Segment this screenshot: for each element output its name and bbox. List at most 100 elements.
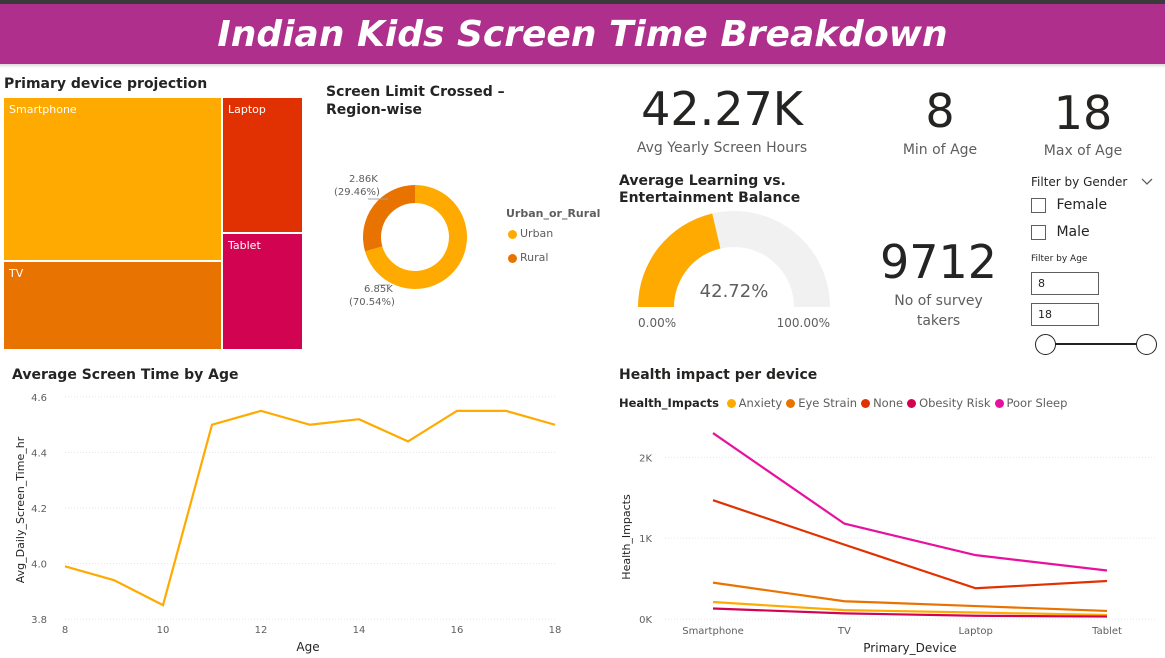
health-legend-item[interactable]: Anxiety (726, 396, 782, 410)
title-banner: Indian Kids Screen Time Breakdown (0, 4, 1165, 64)
health-legend: Health_Impacts Anxiety Eye Strain None Obes… (619, 396, 1067, 410)
donut-chart[interactable]: 2.86K (29.46%) 6.85K (70.54%) (330, 165, 510, 315)
health-x-tick: TV (837, 626, 851, 637)
donut-label-urban-value: 6.85K (364, 284, 393, 295)
kpi-avg-yearly-label: Avg Yearly Screen Hours (636, 140, 808, 156)
gauge-min-label: 0.00% (638, 316, 676, 330)
age-max-input[interactable]: 18 (1031, 303, 1099, 326)
health-legend-item[interactable]: Eye Strain (786, 396, 857, 410)
health-x-axis-label: Primary_Device (863, 641, 956, 655)
health-x-tick: Tablet (1091, 626, 1122, 637)
treemap-tile-tv[interactable]: TV (3, 261, 222, 350)
age-y-tick: 4.2 (31, 504, 47, 515)
donut-title: Screen Limit Crossed – Region-wise (326, 83, 505, 119)
donut-label-rural-value: 2.86K (349, 174, 378, 185)
health-x-tick: Smartphone (682, 626, 744, 637)
age-x-tick: 16 (451, 625, 464, 636)
health-chart-title: Health impact per device (619, 367, 818, 383)
legend-dot-icon (508, 229, 517, 239)
donut-slices[interactable] (363, 185, 467, 289)
health-series-none[interactable] (712, 499, 1108, 590)
legend-label: Eye Strain (798, 396, 858, 410)
treemap-title: Primary device projection (4, 76, 208, 92)
age-series-line[interactable] (64, 409, 556, 607)
health-legend-items: Anxiety Eye Strain None Obesity Risk Poor Sl… (723, 396, 1068, 410)
kpi-min-age-label: Min of Age (902, 142, 978, 158)
checkbox-female[interactable] (1031, 197, 1046, 213)
age-slider-track[interactable] (1045, 343, 1147, 345)
gauge-fill (638, 213, 721, 307)
chevron-down-icon[interactable] (1141, 177, 1153, 187)
age-x-tick: 18 (549, 625, 562, 636)
legend-dot-icon (726, 399, 736, 408)
gauge-max-label: 100.00% (777, 316, 830, 330)
legend-dot-icon (786, 399, 796, 408)
health-x-tick: Laptop (958, 626, 992, 637)
legend-label: None (873, 396, 904, 410)
banner-shadow (0, 64, 1165, 68)
treemap-tile-laptop[interactable]: Laptop (222, 97, 303, 233)
donut-title-line2: Region-wise (326, 102, 423, 118)
health-legend-item[interactable]: Obesity Risk (907, 396, 991, 410)
legend-dot-icon (508, 253, 517, 263)
legend-label: Poor Sleep (1006, 396, 1068, 410)
page-title: Indian Kids Screen Time Breakdown (217, 13, 948, 55)
age-y-tick: 4.6 (31, 393, 47, 404)
treemap-tile-smartphone[interactable]: Smartphone (3, 97, 222, 261)
age-filter-title: Filter by Age (1031, 254, 1088, 264)
health-series-poor-sleep[interactable] (712, 432, 1108, 572)
age-y-tick: 3.8 (31, 615, 47, 626)
checkbox-male[interactable] (1031, 224, 1046, 240)
treemap-label: Smartphone (9, 103, 77, 116)
gauge-value: 42.72% (700, 281, 769, 302)
gender-option-label: Male (1056, 224, 1090, 240)
donut-legend-item-urban[interactable]: Urban (508, 227, 553, 240)
age-y-tick: 4.0 (31, 560, 47, 571)
donut-legend-title: Urban_or_Rural (506, 207, 601, 220)
gender-option-female[interactable]: Female (1031, 197, 1107, 213)
donut-label-urban-pct: (70.54%) (349, 297, 395, 308)
health-y-tick: 0K (639, 615, 652, 626)
health-y-axis-label: Health_Impacts (620, 494, 633, 580)
health-series-eye-strain[interactable] (712, 581, 1108, 613)
health-legend-title: Health_Impacts (619, 396, 719, 410)
age-slider-max-handle[interactable] (1136, 334, 1157, 355)
age-line-chart[interactable]: 3.8 4.0 4.2 4.4 4.6 8 10 12 14 16 18 Age Avg_Dail… (0, 385, 580, 658)
legend-dot-icon (907, 399, 917, 408)
donut-slice-rural[interactable] (363, 185, 415, 252)
age-x-tick: 10 (157, 625, 170, 636)
gender-option-male[interactable]: Male (1031, 224, 1090, 240)
health-line-chart[interactable]: 0K 1K 2K Smartphone TV Laptop Tablet Primary_… (600, 415, 1165, 658)
kpi-survey-label-line1: No of survey (894, 293, 983, 309)
health-y-ticks: 0K 1K 2K (639, 453, 652, 626)
donut-legend-item-rural[interactable]: Rural (508, 251, 548, 264)
gauge-title-line1: Average Learning vs. (619, 173, 786, 189)
age-slider-min-handle[interactable] (1035, 334, 1056, 355)
donut-slice-urban[interactable] (365, 185, 467, 289)
gauge-title: Average Learning vs. Entertainment Balan… (619, 173, 800, 207)
gender-filter-title: Filter by Gender (1031, 175, 1128, 189)
health-series-anxiety[interactable] (712, 600, 1108, 617)
kpi-max-age-value: 18 (1053, 86, 1113, 140)
health-x-ticks: Smartphone TV Laptop Tablet (682, 626, 1122, 637)
health-legend-item[interactable]: None (861, 396, 903, 410)
top-border (0, 0, 1165, 4)
age-y-axis-label: Avg_Daily_Screen_Time_hr (14, 436, 27, 583)
health-legend-item[interactable]: Poor Sleep (994, 396, 1068, 410)
treemap-visual[interactable]: Smartphone TV Laptop Tablet (3, 97, 303, 350)
age-x-tick: 8 (62, 625, 68, 636)
legend-dot-icon (861, 399, 871, 408)
age-x-axis-label: Age (296, 640, 319, 654)
health-gridlines (665, 456, 1155, 620)
age-x-tick: 14 (353, 625, 366, 636)
health-series-obesity-risk[interactable] (712, 607, 1108, 618)
donut-label-rural-pct: (29.46%) (334, 187, 380, 198)
treemap-tile-tablet[interactable]: Tablet (222, 233, 303, 350)
donut-title-line1: Screen Limit Crossed – (326, 84, 505, 100)
gauge-chart[interactable]: 42.72% 0.00% 100.00% (630, 210, 840, 335)
age-min-input[interactable]: 8 (1031, 272, 1099, 295)
legend-label: Rural (520, 251, 549, 264)
health-y-tick: 1K (639, 534, 652, 545)
kpi-min-age-value: 8 (925, 84, 955, 138)
health-series-lines[interactable] (712, 432, 1108, 618)
